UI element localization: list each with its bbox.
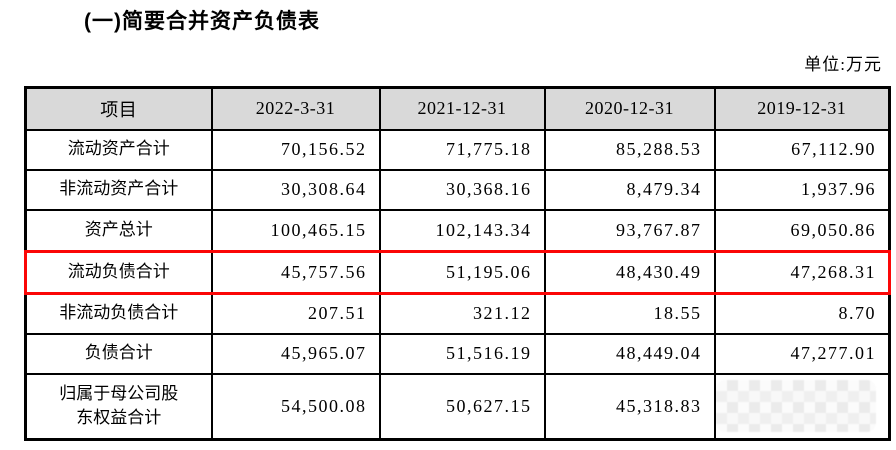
value-cell: 47,277.01 bbox=[713, 332, 891, 375]
table-row: 非流动负债合计 207.51 321.12 18.55 8.70 bbox=[24, 292, 891, 335]
column-header-date: 2020-12-31 bbox=[543, 86, 716, 131]
value-cell: 18.55 bbox=[543, 292, 716, 335]
value-cell: 93,767.87 bbox=[543, 208, 716, 253]
row-label: 流动负债合计 bbox=[24, 250, 213, 295]
table-row: 流动资产合计 70,156.52 71,775.18 85,288.53 67,112.… bbox=[24, 128, 891, 171]
column-header-date: 2021-12-31 bbox=[378, 86, 546, 131]
value-cell: 45,965.07 bbox=[210, 332, 381, 375]
value-cell: 51,195.06 bbox=[378, 250, 546, 295]
value-cell: 48,449.04 bbox=[543, 332, 716, 375]
value-cell: 70,156.52 bbox=[210, 128, 381, 171]
table-row: 流动负债合计 45,757.56 51,195.06 48,430.49 47,268.… bbox=[24, 250, 891, 295]
row-label: 流动资产合计 bbox=[24, 128, 213, 171]
row-label: 资产总计 bbox=[24, 208, 213, 253]
value-cell: 67,112.90 bbox=[713, 128, 891, 171]
page-title: (一)简要合并资产负债表 bbox=[84, 10, 320, 33]
value-cell: 30,368.16 bbox=[378, 168, 546, 211]
value-cell: 45,318.83 bbox=[543, 372, 716, 441]
table-row: 负债合计 45,965.07 51,516.19 48,449.04 47,277.01 bbox=[24, 332, 891, 375]
row-label: 非流动负债合计 bbox=[24, 292, 213, 335]
value-cell: 102,143.34 bbox=[378, 208, 546, 253]
value-cell: 321.12 bbox=[378, 292, 546, 335]
redacted-cell bbox=[713, 372, 891, 441]
row-label: 归属于母公司股东权益合计 bbox=[24, 372, 213, 441]
table-row: 归属于母公司股东权益合计 54,500.08 50,627.15 45,318.83 bbox=[24, 372, 891, 441]
column-header-date: 2019-12-31 bbox=[713, 86, 891, 131]
value-cell: 8,479.34 bbox=[543, 168, 716, 211]
value-cell: 85,288.53 bbox=[543, 128, 716, 171]
value-cell: 100,465.15 bbox=[210, 208, 381, 253]
value-cell: 71,775.18 bbox=[378, 128, 546, 171]
value-cell: 1,937.96 bbox=[713, 168, 891, 211]
value-cell: 50,627.15 bbox=[378, 372, 546, 441]
value-cell: 48,430.49 bbox=[543, 250, 716, 295]
value-cell: 30,308.64 bbox=[210, 168, 381, 211]
column-header-item: 项目 bbox=[24, 86, 213, 131]
row-label: 非流动资产合计 bbox=[24, 168, 213, 211]
value-cell: 8.70 bbox=[713, 292, 891, 335]
table-row: 非流动资产合计 30,308.64 30,368.16 8,479.34 1,937.9… bbox=[24, 168, 891, 211]
balance-sheet-body: 流动资产合计 70,156.52 71,775.18 85,288.53 67,112.… bbox=[24, 128, 891, 441]
header-row: 项目 2022-3-31 2021-12-31 2020-12-31 2019-12-3… bbox=[24, 86, 891, 131]
row-label: 负债合计 bbox=[24, 332, 213, 375]
value-cell: 207.51 bbox=[210, 292, 381, 335]
value-cell: 54,500.08 bbox=[210, 372, 381, 441]
value-cell: 69,050.86 bbox=[713, 208, 891, 253]
column-header-date: 2022-3-31 bbox=[210, 86, 381, 131]
value-cell: 51,516.19 bbox=[378, 332, 546, 375]
redaction-mosaic bbox=[716, 380, 876, 433]
unit-label: 单位:万元 bbox=[804, 55, 882, 74]
balance-sheet-table: 项目 2022-3-31 2021-12-31 2020-12-31 2019-12-3… bbox=[24, 86, 891, 441]
value-cell: 45,757.56 bbox=[210, 250, 381, 295]
table-row: 资产总计 100,465.15 102,143.34 93,767.87 69,050.… bbox=[24, 208, 891, 253]
value-cell: 47,268.31 bbox=[713, 250, 891, 295]
